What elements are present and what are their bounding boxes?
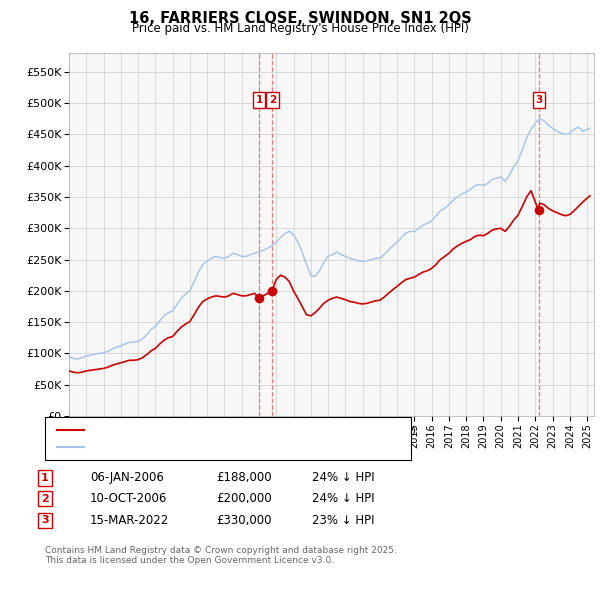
Text: £200,000: £200,000 (216, 492, 272, 505)
Text: £188,000: £188,000 (216, 471, 272, 484)
Text: 15-MAR-2022: 15-MAR-2022 (90, 514, 169, 527)
Text: 06-JAN-2006: 06-JAN-2006 (90, 471, 164, 484)
Text: 3: 3 (41, 516, 49, 525)
Text: 1: 1 (41, 473, 49, 483)
Text: 23% ↓ HPI: 23% ↓ HPI (312, 514, 374, 527)
Text: 2: 2 (41, 494, 49, 503)
Text: 16, FARRIERS CLOSE, SWINDON, SN1 2QS (detached house): 16, FARRIERS CLOSE, SWINDON, SN1 2QS (de… (87, 425, 416, 435)
Text: Contains HM Land Registry data © Crown copyright and database right 2025.
This d: Contains HM Land Registry data © Crown c… (45, 546, 397, 565)
Text: 24% ↓ HPI: 24% ↓ HPI (312, 492, 374, 505)
Text: 2: 2 (269, 95, 276, 105)
Text: 3: 3 (535, 95, 542, 105)
Point (268, 286, 277, 296)
Text: 16, FARRIERS CLOSE, SWINDON, SN1 2QS: 16, FARRIERS CLOSE, SWINDON, SN1 2QS (128, 11, 472, 25)
Text: 1: 1 (256, 95, 263, 105)
Point (254, 294, 264, 303)
Text: 24% ↓ HPI: 24% ↓ HPI (312, 471, 374, 484)
Text: Price paid vs. HM Land Registry's House Price Index (HPI): Price paid vs. HM Land Registry's House … (131, 22, 469, 35)
Text: 10-OCT-2006: 10-OCT-2006 (90, 492, 167, 505)
Point (534, 205, 544, 214)
Text: £330,000: £330,000 (216, 514, 271, 527)
Text: HPI: Average price, detached house, Swindon: HPI: Average price, detached house, Swin… (87, 442, 336, 452)
